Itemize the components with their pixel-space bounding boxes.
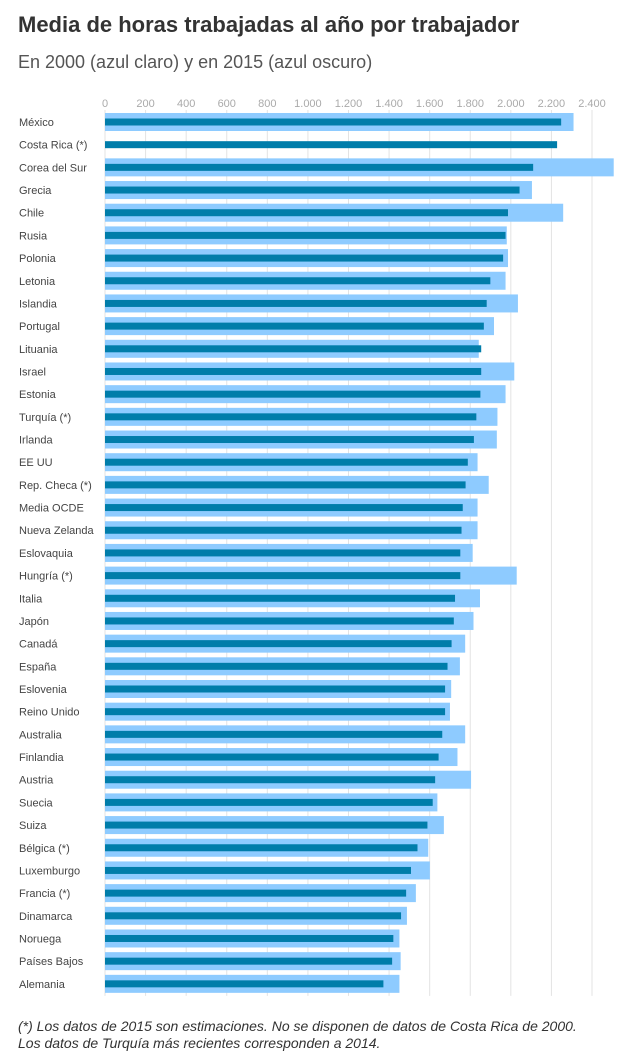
bar-2015 xyxy=(105,708,446,716)
bar-2015 xyxy=(105,594,456,602)
footnote: (*) Los datos de 2015 son estimaciones. … xyxy=(18,1018,577,1052)
category-label: Japón xyxy=(19,616,49,628)
category-label: Italia xyxy=(19,593,43,605)
category-label: Irlanda xyxy=(19,435,54,447)
category-label: México xyxy=(19,117,54,129)
category-label: Corea del Sur xyxy=(19,162,87,174)
bar-2015 xyxy=(105,163,534,171)
category-label: Finlandia xyxy=(19,752,65,764)
bar-2015 xyxy=(105,776,436,784)
category-label: España xyxy=(19,661,57,673)
category-label: Eslovaquia xyxy=(19,548,74,560)
x-tick-label: 400 xyxy=(177,98,195,110)
x-tick-label: 0 xyxy=(102,98,108,110)
bar-2015 xyxy=(105,254,504,262)
footnote-line-2: Los datos de Turquía más recientes corre… xyxy=(18,1035,381,1051)
bar-2015 xyxy=(105,640,452,648)
category-label: Lituania xyxy=(19,344,58,356)
x-tick-label: 600 xyxy=(218,98,236,110)
category-label: Francia (*) xyxy=(19,888,70,900)
x-tick-label: 2.000 xyxy=(497,98,525,110)
category-label: Costa Rica (*) xyxy=(19,140,87,152)
bar-2015 xyxy=(105,458,468,466)
category-label: Hungría (*) xyxy=(19,571,73,583)
bar-2015 xyxy=(105,662,448,670)
x-tick-label: 1.400 xyxy=(375,98,403,110)
bar-2015 xyxy=(105,186,520,194)
bar-2015 xyxy=(105,526,462,534)
bar-2015 xyxy=(105,798,433,806)
bar-2015 xyxy=(105,572,461,580)
x-tick-label: 1.200 xyxy=(335,98,363,110)
category-label: Rusia xyxy=(19,230,48,242)
category-label: Media OCDE xyxy=(19,503,84,515)
x-tick-label: 1.600 xyxy=(416,98,444,110)
bar-2015 xyxy=(105,685,446,693)
category-label: Reino Unido xyxy=(19,707,80,719)
bar-2015 xyxy=(105,934,394,942)
category-label: Bélgica (*) xyxy=(19,843,70,855)
category-label: Chile xyxy=(19,208,44,220)
x-tick-label: 2.400 xyxy=(578,98,606,110)
category-label: Canadá xyxy=(19,639,58,651)
bar-chart: 0 200 400 600 800 1.000 1.200 1.400 1.600 1.800 2.… xyxy=(19,98,614,996)
bar-2015 xyxy=(105,844,418,852)
bar-2015 xyxy=(105,141,558,149)
category-label: Noruega xyxy=(19,933,62,945)
category-label: EE UU xyxy=(19,457,53,469)
category-label: Islandia xyxy=(19,298,58,310)
bar-2015 xyxy=(105,617,454,625)
bar-2015 xyxy=(105,231,506,239)
category-label: Turquía (*) xyxy=(19,412,71,424)
category-label: Suiza xyxy=(19,820,47,832)
category-label: Alemania xyxy=(19,979,66,991)
category-label: Portugal xyxy=(19,321,60,333)
category-label: Austria xyxy=(19,775,54,787)
bar-2015 xyxy=(105,504,463,512)
category-label: Dinamarca xyxy=(19,911,73,923)
bar-2015 xyxy=(105,481,466,489)
chart-title: Media de horas trabajadas al año por tra… xyxy=(18,12,520,37)
bar-2015 xyxy=(105,118,562,126)
footnote-line-1: (*) Los datos de 2015 son estimaciones. … xyxy=(18,1018,577,1034)
category-label: Eslovenia xyxy=(19,684,68,696)
bar-2015 xyxy=(105,980,384,988)
bar-2015 xyxy=(105,277,491,285)
bar-2015 xyxy=(105,549,461,557)
x-tick-label: 800 xyxy=(258,98,276,110)
category-label: Letonia xyxy=(19,276,56,288)
bar-2015 xyxy=(105,821,428,829)
category-label: Nueva Zelanda xyxy=(19,525,94,537)
bar-2015 xyxy=(105,322,484,330)
category-label: Países Bajos xyxy=(19,956,84,968)
bar-2015 xyxy=(105,367,482,375)
x-tick-label: 2.200 xyxy=(538,98,566,110)
category-label: Australia xyxy=(19,729,63,741)
bar-2015 xyxy=(105,730,443,738)
category-label: Israel xyxy=(19,366,46,378)
bar-2015 xyxy=(105,436,474,444)
category-label: Estonia xyxy=(19,389,57,401)
category-label: Grecia xyxy=(19,185,52,197)
category-label: Polonia xyxy=(19,253,57,265)
x-tick-label: 1.800 xyxy=(456,98,484,110)
category-label: Rep. Checa (*) xyxy=(19,480,92,492)
bar-2015 xyxy=(105,299,487,307)
x-tick-label: 1.000 xyxy=(294,98,322,110)
category-label: Suecia xyxy=(19,797,54,809)
bar-2015 xyxy=(105,753,439,761)
bar-2015 xyxy=(105,866,411,874)
bar-2015 xyxy=(105,912,402,920)
bar-2015 xyxy=(105,345,482,353)
chart-subtitle: En 2000 (azul claro) y en 2015 (azul osc… xyxy=(18,52,373,72)
bar-2015 xyxy=(105,957,393,965)
x-tick-label: 200 xyxy=(136,98,154,110)
bar-2015 xyxy=(105,209,508,217)
bar-2015 xyxy=(105,413,477,421)
bar-2015 xyxy=(105,889,407,897)
category-label: Luxemburgo xyxy=(19,865,80,877)
bar-2015 xyxy=(105,390,481,398)
